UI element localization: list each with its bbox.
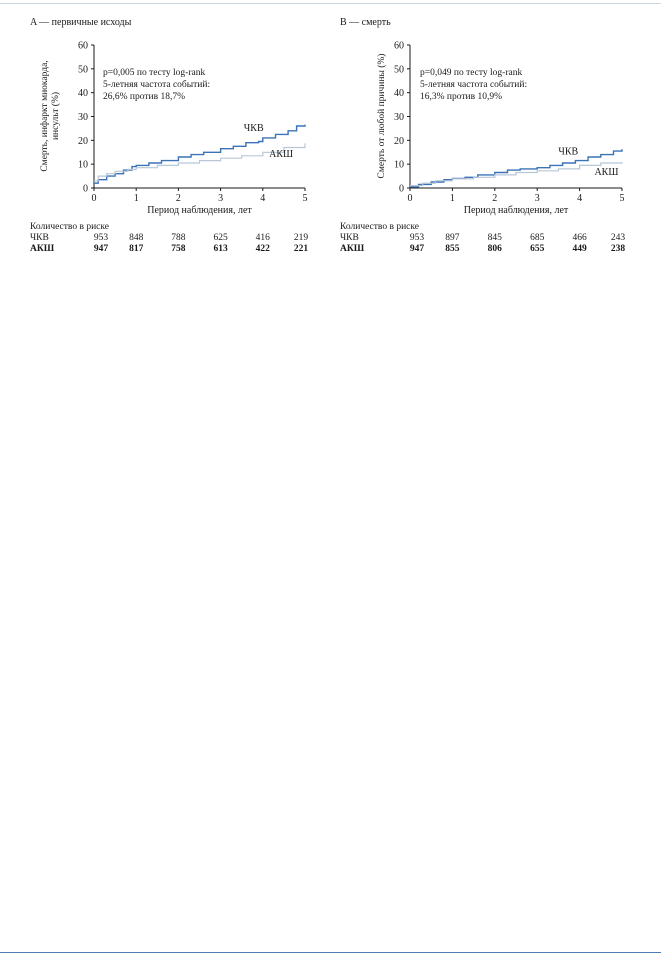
risk-cell: 845 <box>487 233 502 243</box>
risk-row-label: АКШ <box>30 244 55 254</box>
x-tick-label-a: 0 <box>92 193 97 204</box>
chart-b: 0 10 20 30 40 50 60 0 1 2 3 4 5 Период наблюдения, ле… <box>376 41 625 217</box>
y-tick-label-b: 50 <box>394 64 404 75</box>
y-tick-label-a: 10 <box>78 160 88 171</box>
annotation-line-a: 5-летняя частота событий: <box>103 79 210 90</box>
risk-table-a: Количество в риске ЧКВ 953 848 788 625 416 219… <box>30 222 330 255</box>
risk-cell: 243 <box>610 233 626 243</box>
x-tick-label-b: 1 <box>450 193 455 204</box>
y-tick-label-b: 30 <box>394 112 404 123</box>
x-tick-label-b: 2 <box>492 193 497 204</box>
risk-cell: 897 <box>445 233 460 243</box>
bottom-rule <box>0 952 661 953</box>
risk-table-b: Количество в риске ЧКВ 953 897 845 685 466 243… <box>340 222 640 255</box>
risk-cell: 221 <box>293 244 309 254</box>
x-tick-label-b: 0 <box>408 193 413 204</box>
top-rule <box>0 3 661 4</box>
risk-cell: 806 <box>487 244 502 254</box>
annotation-line-a: 26,6% против 18,7% <box>103 92 185 102</box>
x-tick-label-b: 4 <box>577 193 582 204</box>
risk-cell: 788 <box>171 233 186 243</box>
risk-cell: 758 <box>171 244 186 254</box>
series-label-b-pci: ЧКВ <box>558 147 578 158</box>
panel-a-title: A — первичные исходы <box>30 17 132 28</box>
risk-cell: 238 <box>610 244 626 254</box>
y-axis-label-b: Смерть от любой причины (%) <box>376 54 387 179</box>
y-tick-label-a: 0 <box>83 184 88 195</box>
series-line-a-cabg <box>94 143 306 182</box>
y-tick-label-a: 50 <box>78 64 88 75</box>
risk-cell: 416 <box>255 233 270 243</box>
y-tick-label-a: 40 <box>78 88 88 99</box>
risk-cell: 953 <box>409 233 425 243</box>
series-line-b-cabg <box>410 162 623 187</box>
x-axis-label-a: Период наблюдения, лет <box>147 205 252 216</box>
series-label-a-cabg: АКШ <box>269 149 293 160</box>
risk-row-b-cabg: АКШ 947 855 806 655 449 238 <box>340 244 640 255</box>
risk-cell: 848 <box>129 233 144 243</box>
x-tick-label-a: 2 <box>176 193 181 204</box>
x-tick-label-a: 5 <box>303 193 308 204</box>
risk-row-label: ЧКВ <box>340 233 359 243</box>
risk-cell: 655 <box>530 244 545 254</box>
series-label-a-pci: ЧКВ <box>244 123 264 134</box>
y-tick-label-b: 10 <box>394 160 404 171</box>
risk-cell: 685 <box>530 233 545 243</box>
series-label-b-cabg: АКШ <box>594 167 618 178</box>
x-tick-label-a: 3 <box>218 193 223 204</box>
risk-table-a-header: Количество в риске <box>30 222 109 232</box>
y-tick-label-b: 20 <box>394 136 404 147</box>
annotation-line-a: p=0,005 по тесту log-rank <box>103 68 205 78</box>
y-tick-label-b: 40 <box>394 88 404 99</box>
y-tick-label-b: 60 <box>394 41 404 52</box>
risk-row-a-cabg: АКШ 947 817 758 613 422 221 <box>30 244 330 255</box>
y-axis-label-a: инсульт (%) <box>50 92 61 140</box>
risk-cell: 613 <box>213 244 228 254</box>
y-tick-label-a: 30 <box>78 112 88 123</box>
annotation-line-b: p=0,049 по тесту log-rank <box>420 68 522 78</box>
risk-cell: 449 <box>572 244 587 254</box>
annotation-line-b: 16,3% против 10,9% <box>420 92 502 102</box>
risk-row-label: ЧКВ <box>30 233 49 243</box>
risk-cell: 947 <box>93 244 109 254</box>
annotation-line-b: 5-летняя частота событий: <box>420 79 527 90</box>
risk-cell: 219 <box>293 233 309 243</box>
y-axis-label-a: Смерть, инфаркт миокарда, <box>39 60 50 171</box>
risk-cell: 422 <box>255 244 270 254</box>
risk-cell: 625 <box>213 233 228 243</box>
y-tick-label-a: 20 <box>78 136 88 147</box>
chart-a: 0 10 20 30 40 50 60 0 1 2 3 4 5 Период наблюдения, ле… <box>39 41 308 217</box>
risk-table-b-header: Количество в риске <box>340 222 419 232</box>
risk-cell: 466 <box>572 233 587 243</box>
risk-row-label: АКШ <box>340 244 365 254</box>
y-tick-label-b: 0 <box>399 184 404 195</box>
risk-cell: 817 <box>129 244 144 254</box>
x-tick-label-a: 4 <box>260 193 265 204</box>
risk-row-a-pci: ЧКВ 953 848 788 625 416 219 <box>30 233 330 244</box>
risk-cell: 953 <box>93 233 109 243</box>
panel-b-title: B — смерть <box>340 17 391 28</box>
x-tick-label-b: 3 <box>535 193 540 204</box>
risk-cell: 855 <box>445 244 460 254</box>
y-tick-label-a: 60 <box>78 41 88 52</box>
series-line-a-pci <box>94 124 306 184</box>
risk-cell: 947 <box>409 244 425 254</box>
risk-row-b-pci: ЧКВ 953 897 845 685 466 243 <box>340 233 640 244</box>
x-tick-label-b: 5 <box>620 193 625 204</box>
x-axis-label-b: Период наблюдения, лет <box>464 205 569 216</box>
x-tick-label-a: 1 <box>134 193 139 204</box>
